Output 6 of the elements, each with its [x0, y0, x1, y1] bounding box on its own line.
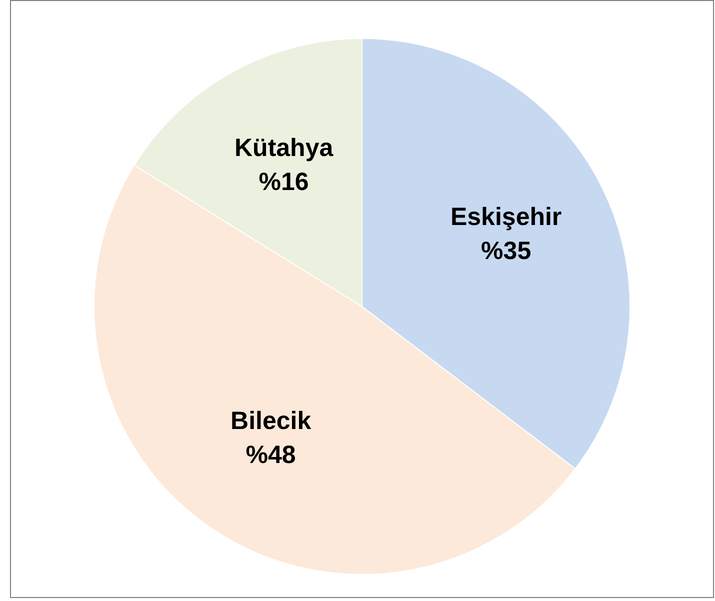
- data-label: %35: [481, 236, 532, 265]
- data-label: %48: [246, 440, 296, 469]
- slice-label: Kütahya: [234, 134, 334, 162]
- slice-label: Bilecik: [230, 406, 312, 435]
- data-label: %16: [258, 168, 309, 196]
- slice-label: Eskişehir: [450, 202, 562, 231]
